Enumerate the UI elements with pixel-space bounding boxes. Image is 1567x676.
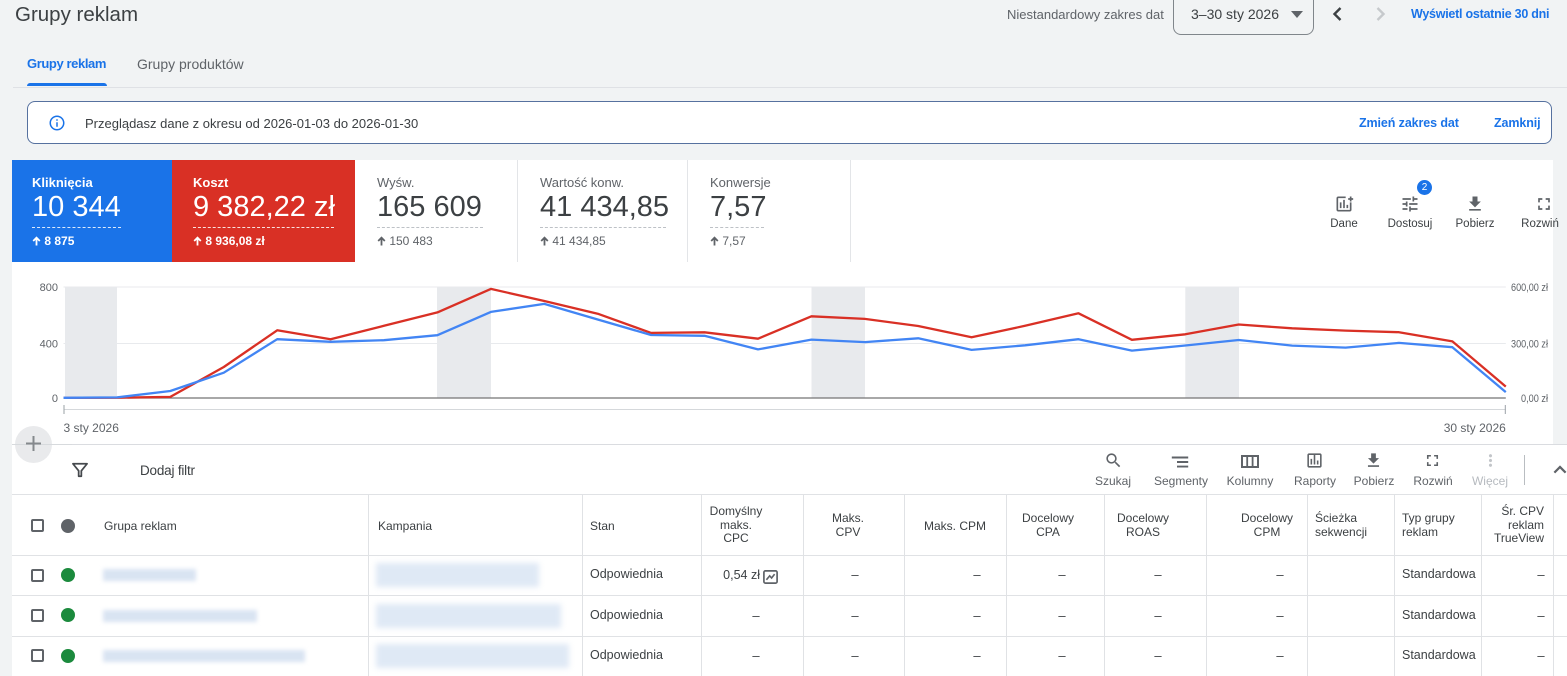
svg-text:800: 800: [40, 282, 58, 294]
svg-text:600,00 zł: 600,00 zł: [1511, 282, 1548, 294]
svg-text:0: 0: [52, 393, 58, 405]
svg-text:3 sty 2026: 3 sty 2026: [64, 421, 120, 435]
svg-text:300,00 zł: 300,00 zł: [1511, 339, 1548, 351]
svg-text:0,00 zł: 0,00 zł: [1521, 393, 1548, 405]
svg-text:400: 400: [40, 339, 58, 351]
svg-text:30 sty 2026: 30 sty 2026: [1444, 421, 1506, 435]
